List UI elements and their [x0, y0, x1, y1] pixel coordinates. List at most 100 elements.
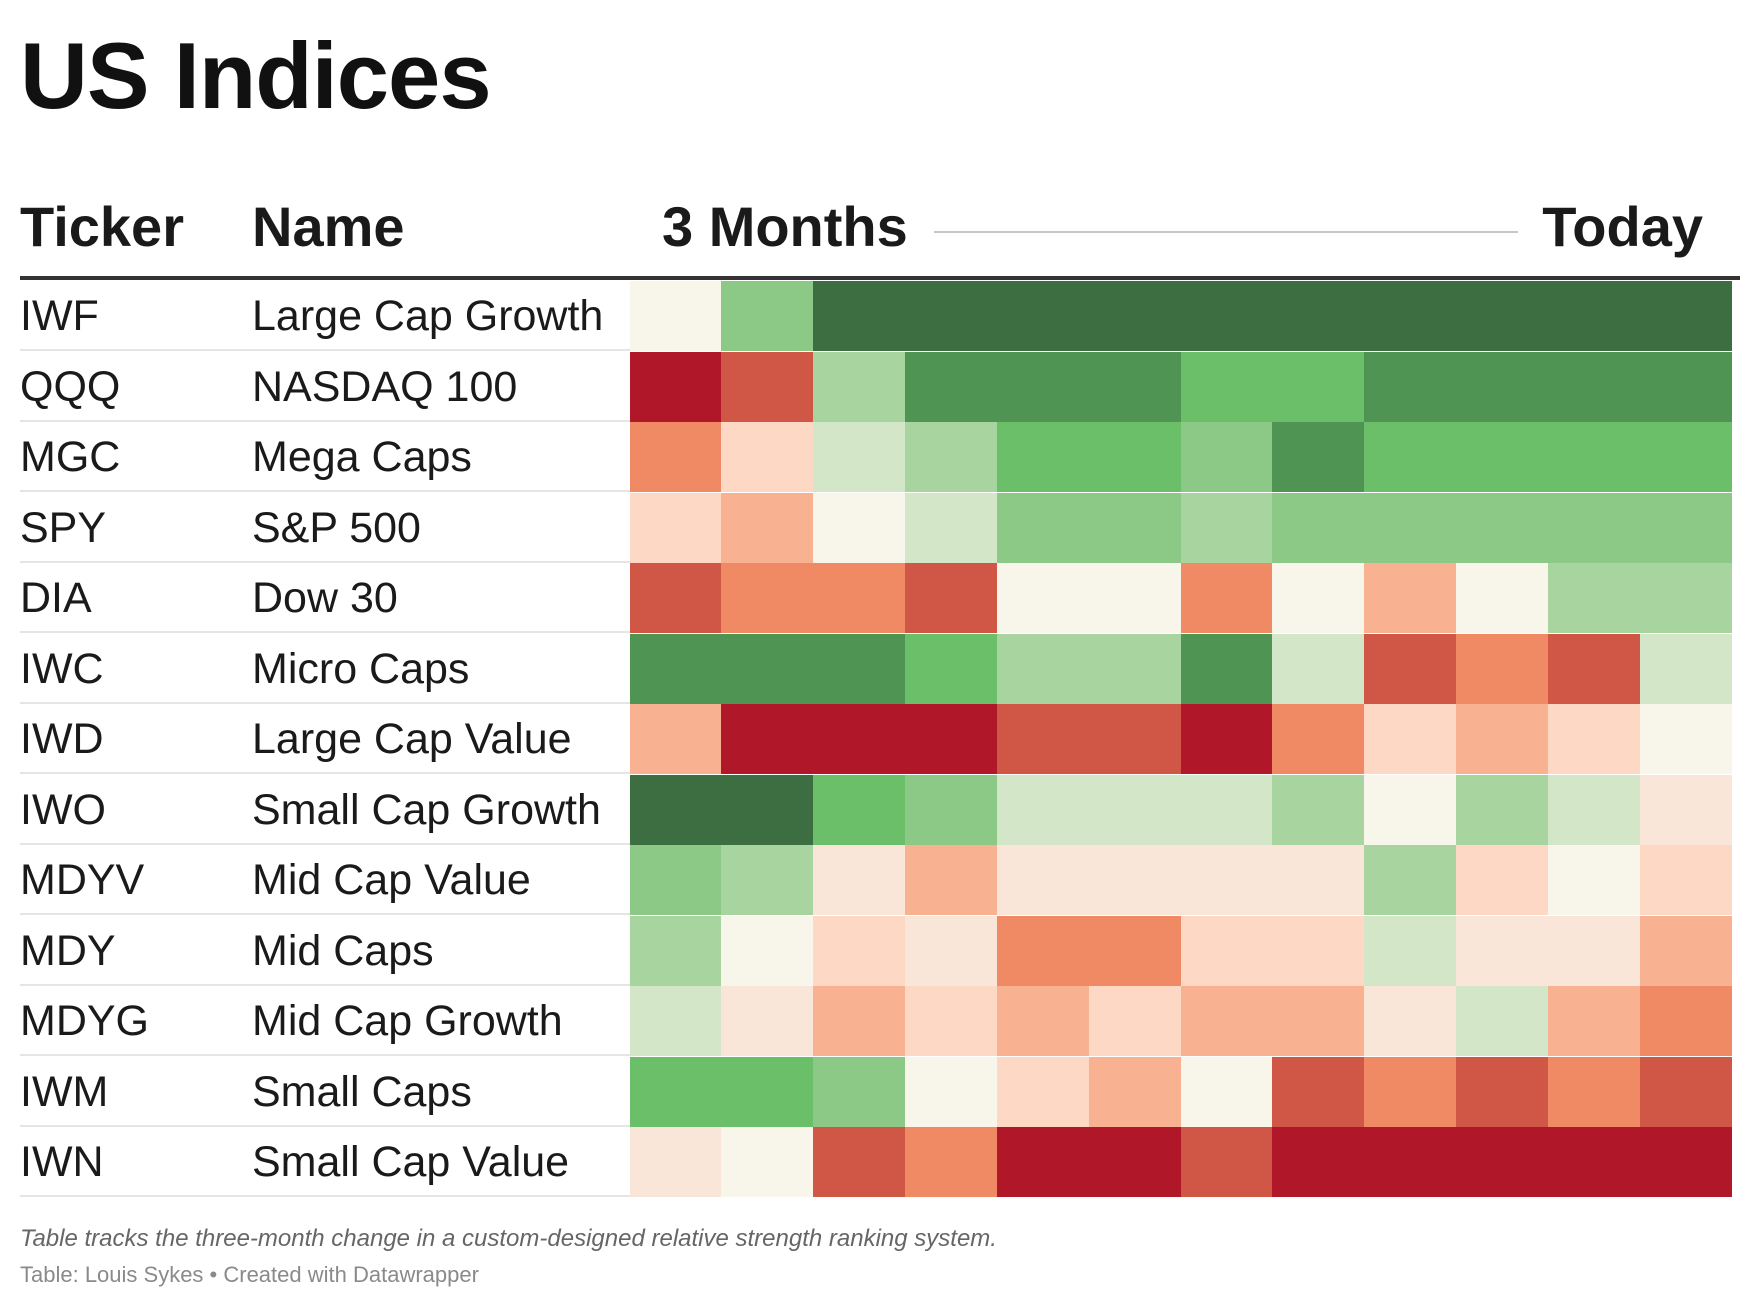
heatmap-row — [630, 1056, 1732, 1127]
heatmap-cell — [1364, 633, 1458, 704]
heatmap-cell — [1640, 915, 1732, 986]
name-cell: Mega Caps — [252, 433, 472, 481]
heatmap-cell — [905, 422, 999, 492]
heatmap-cell — [997, 774, 1091, 845]
heatmap-cell — [905, 281, 999, 351]
heatmap-cell — [813, 633, 907, 704]
ticker-cell: IWM — [20, 1067, 109, 1116]
heatmap-cell — [630, 704, 723, 774]
heatmap-cell — [1181, 422, 1274, 492]
heatmap-cell — [630, 845, 723, 915]
heatmap-cell — [997, 704, 1091, 774]
name-cell: Mid Caps — [252, 926, 434, 975]
heatmap-row — [630, 1127, 1732, 1197]
heatmap-cell — [813, 704, 907, 774]
ticker-cell: MDYV — [20, 856, 145, 904]
heatmap-cell — [813, 1127, 907, 1197]
heatmap-cell — [1364, 1056, 1458, 1127]
heatmap-cell — [721, 845, 815, 915]
heatmap-cell — [1548, 986, 1642, 1056]
row-separator — [20, 1195, 630, 1197]
row-separator — [20, 560, 630, 563]
heatmap-cell — [1181, 633, 1274, 704]
heatmap-cell — [1089, 351, 1182, 422]
heatmap-cell — [1181, 915, 1274, 986]
heatmap-cell — [630, 774, 723, 845]
heatmap-cell — [1548, 704, 1642, 774]
heatmap-cell — [813, 351, 907, 422]
heatmap-cell — [997, 633, 1091, 704]
heatmap-cell — [1548, 351, 1642, 422]
heatmap-cell — [1640, 1127, 1732, 1197]
heatmap-cell — [1272, 633, 1366, 704]
heatmap-cell — [1456, 281, 1550, 351]
heatmap-cell — [1272, 1056, 1366, 1127]
name-cell: Small Caps — [252, 1067, 472, 1116]
name-cell: Small Cap Growth — [252, 785, 601, 834]
table-note: Table tracks the three-month change in a… — [20, 1225, 997, 1252]
name-cell: Mid Cap Value — [252, 856, 531, 904]
heatmap-cell — [630, 915, 723, 986]
row-separator — [20, 842, 630, 845]
heatmap-cell — [1456, 633, 1550, 704]
heatmap-row — [630, 704, 1732, 774]
heatmap-cell — [1548, 563, 1642, 633]
heatmap-cell — [997, 492, 1091, 563]
heatmap-cell — [813, 774, 907, 845]
heatmap-cell — [905, 1056, 999, 1127]
heatmap-cell — [1272, 986, 1366, 1056]
heatmap-cell — [905, 774, 999, 845]
heatmap-cell — [1640, 563, 1732, 633]
row-separator — [20, 419, 630, 422]
name-cell: Small Cap Value — [252, 1138, 570, 1186]
heatmap-cell — [1181, 986, 1274, 1056]
heatmap-cell — [721, 563, 815, 633]
heatmap-cell — [1640, 422, 1732, 492]
heatmap-cell — [905, 915, 999, 986]
ticker-cell: MDYG — [20, 997, 149, 1045]
name-cell: Large Cap Growth — [252, 292, 604, 340]
heatmap-cell — [1548, 633, 1642, 704]
heatmap-cell — [721, 986, 815, 1056]
heatmap-row — [630, 633, 1732, 704]
heatmap-cell — [813, 1056, 907, 1127]
heatmap-cell — [1456, 422, 1550, 492]
heatmap-cell — [1089, 422, 1182, 492]
heatmap-cell — [630, 633, 723, 704]
period-end-label: Today — [1542, 195, 1703, 258]
table-row: QQQ NASDAQ 100 — [20, 351, 1740, 422]
heatmap-cell — [1181, 774, 1274, 845]
heatmap-cell — [721, 281, 815, 351]
heatmap-cell — [1181, 351, 1274, 422]
heatmap-cell — [1640, 704, 1732, 774]
heatmap-cell — [1181, 704, 1274, 774]
heatmap-cell — [1548, 845, 1642, 915]
heatmap-cell — [997, 563, 1091, 633]
heatmap-cell — [905, 351, 999, 422]
heatmap-cell — [1272, 281, 1366, 351]
heatmap-cell — [1272, 915, 1366, 986]
row-separator — [20, 1054, 630, 1056]
heatmap-cell — [1089, 704, 1182, 774]
heatmap-cell — [1640, 986, 1732, 1056]
heatmap-cell — [905, 704, 999, 774]
heatmap-cell — [721, 774, 815, 845]
heatmap-cell — [1089, 986, 1182, 1056]
heatmap-cell — [997, 351, 1091, 422]
heatmap-cell — [905, 563, 999, 633]
ticker-cell: IWN — [20, 1138, 104, 1186]
heatmap-cell — [1272, 351, 1366, 422]
heatmap-cell — [1089, 845, 1182, 915]
heatmap-cell — [997, 986, 1091, 1056]
heatmap-cell — [1272, 492, 1366, 563]
heatmap-cell — [1181, 845, 1274, 915]
heatmap-cell — [1456, 1127, 1550, 1197]
heatmap-cell — [1456, 774, 1550, 845]
heatmap-cell — [630, 422, 723, 492]
heatmap-cell — [1456, 915, 1550, 986]
heatmap-cell — [630, 563, 723, 633]
heatmap-row — [630, 422, 1732, 492]
row-separator — [20, 772, 630, 774]
heatmap-cell — [1364, 422, 1458, 492]
heatmap-cell — [905, 492, 999, 563]
